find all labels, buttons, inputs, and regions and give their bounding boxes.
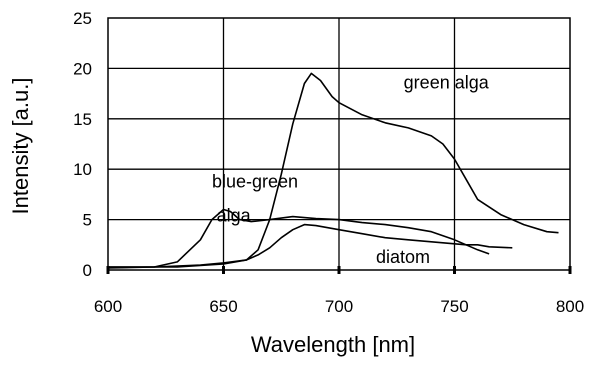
annotation-label: alga	[217, 206, 252, 226]
y-tick-label: 10	[73, 160, 92, 179]
x-tick-label: 650	[209, 297, 237, 316]
x-tick-label: 600	[94, 297, 122, 316]
series-line	[108, 223, 513, 268]
y-tick-label: 15	[73, 110, 92, 129]
y-tick-label: 25	[73, 9, 92, 28]
annotation-label: blue-green	[212, 171, 298, 191]
series-lines	[107, 72, 559, 269]
x-axis-title: Wavelength [nm]	[251, 332, 415, 357]
y-axis-title: Intensity [a.u.]	[8, 78, 33, 215]
grid	[108, 18, 570, 270]
axis-ticks: 600 650 700 750 800 0 5 10 15 20 25	[73, 9, 584, 316]
y-tick-label: 0	[83, 261, 92, 280]
x-tick-label: 700	[325, 297, 353, 316]
y-tick-label: 5	[83, 211, 92, 230]
y-tick-label: 20	[73, 59, 92, 78]
series-line	[108, 72, 559, 268]
series-line	[107, 208, 490, 269]
annotation-label: green alga	[404, 73, 490, 93]
annotation-label: diatom	[376, 247, 430, 267]
annotations: green alga blue-green alga diatom	[212, 73, 490, 267]
x-tick-label: 750	[440, 297, 468, 316]
x-tick-label: 800	[556, 297, 584, 316]
